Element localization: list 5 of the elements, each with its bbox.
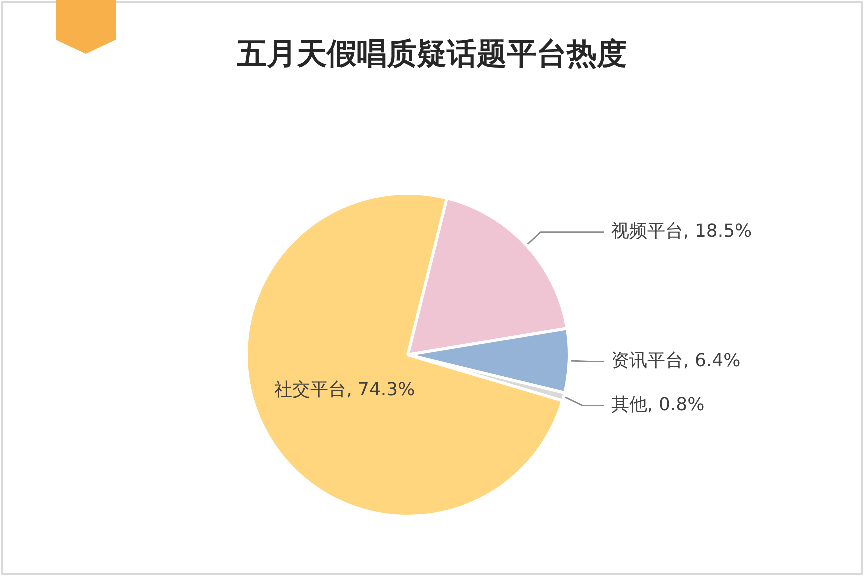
slice-label: 视频平台, 18.5% — [612, 221, 752, 242]
chart-title: 五月天假唱质疑话题平台热度 — [236, 36, 628, 74]
slice-label: 资讯平台, 6.4% — [612, 350, 741, 372]
slice-label: 其他, 0.8% — [612, 394, 705, 416]
slice-label: 社交平台, 74.3% — [274, 380, 416, 401]
